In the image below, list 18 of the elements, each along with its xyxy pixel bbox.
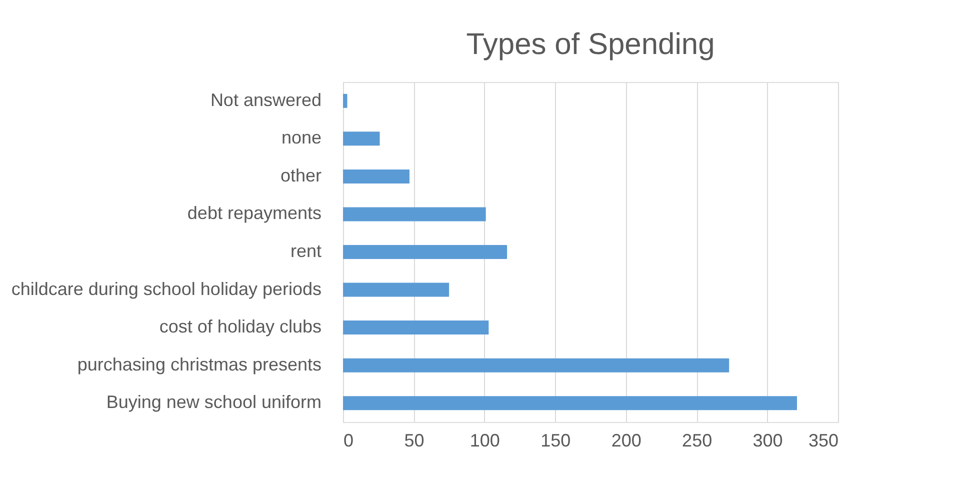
y-tick-label: childcare during school holiday periods bbox=[11, 278, 322, 299]
x-tick-label: 300 bbox=[752, 430, 783, 450]
chart-title: Types of Spending bbox=[466, 28, 715, 61]
y-tick-label: debt repayments bbox=[187, 203, 322, 224]
y-tick-label: Not answered bbox=[210, 90, 322, 110]
x-tick-label: 0 bbox=[344, 430, 354, 450]
y-tick-label: Buying new school uniform bbox=[106, 392, 322, 412]
y-tick-label: purchasing christmas presents bbox=[77, 354, 322, 374]
x-tick-label: 250 bbox=[682, 430, 712, 450]
y-tick-label: other bbox=[280, 165, 322, 186]
x-tick-label: 100 bbox=[470, 430, 500, 450]
x-tick-label: 350 bbox=[808, 430, 838, 450]
y-tick-label: rent bbox=[290, 241, 322, 261]
y-tick-label: none bbox=[281, 128, 322, 148]
y-tick-label: cost of holiday clubs bbox=[159, 316, 322, 337]
x-tick-label: 200 bbox=[611, 430, 642, 450]
x-tick-label: 50 bbox=[404, 430, 424, 450]
x-tick-label: 150 bbox=[540, 430, 571, 450]
